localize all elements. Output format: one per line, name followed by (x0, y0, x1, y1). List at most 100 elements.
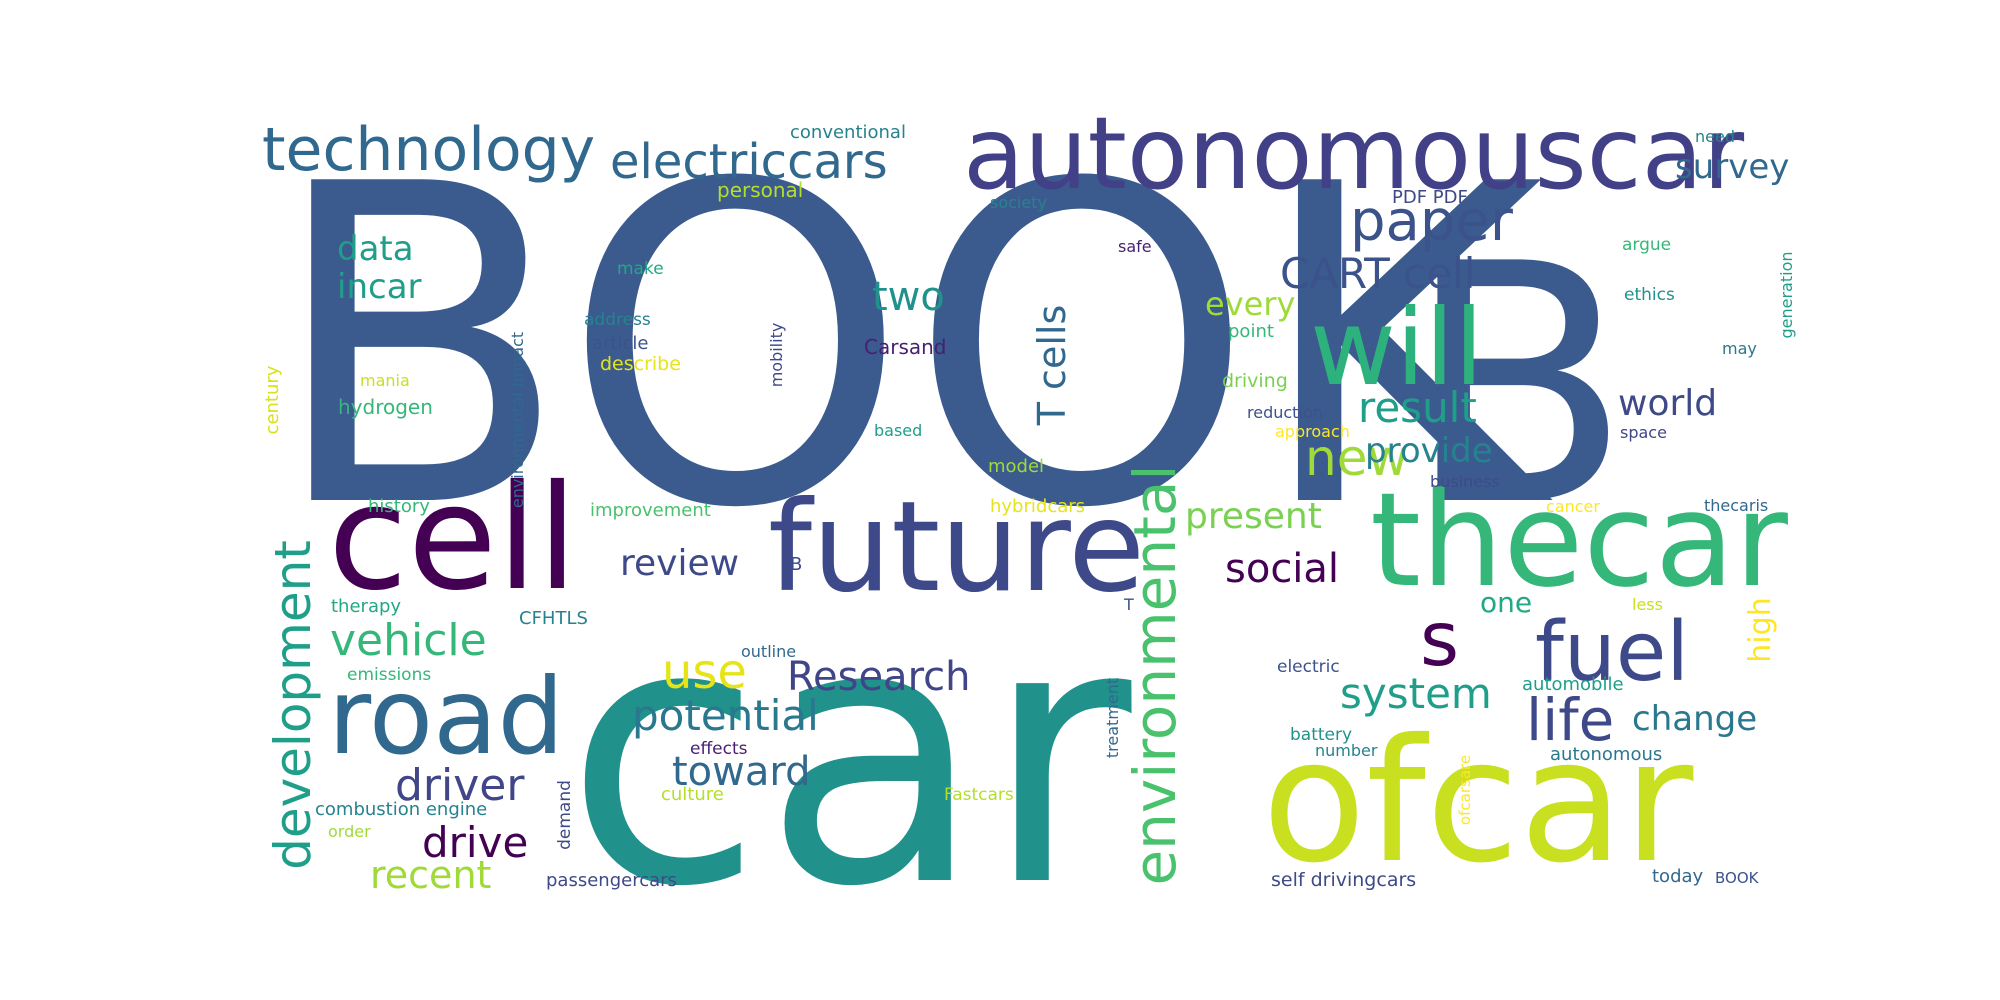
word-incar-37: incar (337, 267, 422, 307)
word-order-95: order (328, 822, 371, 841)
word-vehicle-24: vehicle (330, 615, 487, 666)
word-battery-88: battery (1290, 725, 1352, 745)
word-automobile-85: automobile (1522, 674, 1624, 695)
word-system-26: system (1340, 669, 1492, 718)
word-potential-22: potential (632, 691, 819, 740)
word-driving-65: driving (1222, 370, 1288, 392)
word-toward-25: toward (672, 749, 811, 795)
word-driver-23: driver (395, 760, 525, 811)
word-based-69: based (874, 421, 922, 440)
word-self-drivingcars-98: self drivingcars (1271, 869, 1416, 891)
word-reduction-66: reduction (1247, 403, 1323, 422)
word-fuel-10: fuel (1535, 605, 1689, 700)
word-t-79: T (1123, 595, 1134, 614)
word-mania-61: mania (360, 371, 410, 390)
word-provide-32: provide (1365, 431, 1493, 471)
word-t-cells-40: T cells (1030, 305, 1074, 426)
word-environmental-impact-60: environmental impact (508, 332, 527, 508)
word-society-46: society (990, 193, 1047, 212)
word-road-9: road (328, 656, 564, 778)
word-generation-50: generation (1777, 251, 1796, 338)
word-every-39: every (1205, 285, 1295, 323)
word-hybridcars-74: hybridcars (990, 496, 1085, 517)
word-business-71: business (1430, 472, 1500, 491)
word-survey-35: survey (1675, 147, 1789, 187)
word-electric-84: electric (1277, 657, 1340, 677)
word-will-8: will (1310, 287, 1483, 409)
word-s-16: s (1420, 595, 1459, 683)
word-combustion-engine-91: combustion engine (315, 799, 487, 820)
word-century-63: century (262, 365, 283, 434)
word-outline-82: outline (741, 642, 796, 661)
word-approach-67: approach (1275, 422, 1350, 441)
word-article-56: article (592, 333, 648, 354)
word-hydrogen-62: hydrogen (338, 395, 433, 419)
word-less-80: less (1632, 595, 1663, 614)
word-treatment-86: treatment (1103, 678, 1122, 758)
word-two-38: two (872, 274, 945, 320)
word-world-33: world (1618, 383, 1717, 424)
word-present-30: present (1185, 496, 1322, 537)
word-book-100: BOOK (1715, 869, 1760, 887)
word-use-20: use (662, 644, 747, 700)
word-autonomous-89: autonomous (1550, 744, 1662, 765)
word-recent-29: recent (370, 853, 491, 897)
word-electriccars-12: electriccars (610, 134, 888, 190)
word-demand-96: demand (555, 780, 575, 850)
word-change-41: change (1632, 699, 1757, 739)
word-drive-28: drive (422, 818, 528, 867)
word-car-1: car (565, 546, 1135, 965)
word-high-42: high (1743, 597, 1778, 662)
word-environmental-13: environmental (1121, 464, 1189, 885)
word-space-68: space (1620, 423, 1667, 442)
word-conventional-44: conventional (790, 122, 906, 143)
word-describe-57: describe (600, 353, 681, 375)
word-book-0: BOOK (268, 92, 1557, 604)
word-culture-92: culture (661, 784, 724, 805)
word-data-36: data (337, 229, 414, 269)
word-social-27: social (1225, 546, 1339, 592)
word-paper-15: paper (1350, 189, 1514, 254)
word-research-21: Research (787, 654, 970, 700)
word-safe-49: safe (1118, 237, 1152, 256)
word-result-31: result (1358, 383, 1477, 432)
word-life-19: life (1526, 686, 1614, 754)
word-today-99: today (1652, 866, 1704, 887)
word-number-90: number (1315, 741, 1378, 760)
word-pdf-pdf-47: PDF PDF (1392, 187, 1468, 208)
word-passengercars-97: passengercars (546, 870, 677, 891)
word-ofcarsare-94: ofcarsare (1456, 755, 1474, 825)
word-therapy-78: therapy (331, 596, 401, 617)
word-thecaris-76: thecaris (1704, 496, 1768, 515)
word-improvement-73: improvement (590, 500, 711, 521)
word-carsand-58: Carsand (864, 335, 947, 359)
word-need-48: need (1695, 127, 1735, 146)
word-autonomouscar-3: autonomouscar (963, 95, 1745, 212)
word-cancer-75: cancer (1546, 497, 1600, 516)
word-one-43: one (1480, 586, 1532, 619)
word-ethics-52: ethics (1624, 285, 1675, 305)
word-cell-6: cell (328, 454, 578, 623)
word-fastcars-93: Fastcars (944, 785, 1014, 805)
word-model-70: model (988, 456, 1044, 477)
word-development-14: development (264, 540, 322, 870)
word-emissions-83: emissions (347, 665, 431, 685)
word-personal-45: personal (717, 178, 803, 202)
word-ofcar-4: ofcar (1262, 703, 1693, 901)
word-argue-51: argue (1622, 235, 1671, 255)
word-address-55: address (584, 310, 651, 330)
word-mobility-59: mobility (767, 323, 786, 388)
word-thecar-5: thecar (1370, 464, 1788, 616)
word-cfhtls-81: CFHTLS (519, 608, 588, 629)
word-cart-cell-17: CART cell (1280, 249, 1475, 298)
word-review-34: review (620, 543, 739, 584)
word-future-7: future (768, 475, 1145, 620)
word-effects-87: effects (690, 739, 748, 759)
word-new-18: new (1305, 429, 1408, 487)
word-may-53: may (1722, 339, 1757, 358)
word-b-77: B (790, 554, 802, 575)
word-history-72: history (368, 496, 430, 517)
word-b-2: B (1405, 194, 1631, 578)
